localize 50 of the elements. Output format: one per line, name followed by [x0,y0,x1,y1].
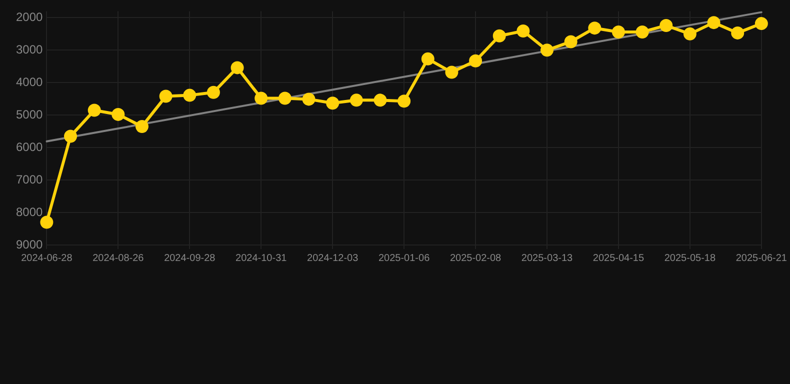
point [636,25,649,38]
x-tick-label: 2024-10-31 [236,252,288,264]
point [421,52,434,66]
point [88,104,101,117]
y-tick-label: 9000 [16,237,44,252]
y-tick-label: 5000 [16,107,44,122]
point [398,94,411,108]
x-tick-label: 2025-03-13 [521,252,574,264]
point [564,35,578,48]
point [326,96,340,110]
point [40,216,54,229]
point [64,130,78,143]
point [492,29,506,42]
point [230,61,244,74]
x-tick-label: 2025-05-18 [664,252,716,264]
point [612,25,625,38]
point [707,16,720,30]
point [683,27,696,40]
point [254,92,268,105]
y-tick-label: 7000 [16,172,44,186]
x-tick-label: 2025-02-08 [450,252,502,264]
point [302,92,316,106]
x-tick-label: 2024-12-03 [307,252,359,264]
point [350,94,363,107]
point [469,54,482,68]
point [278,92,292,105]
y-tick-label: 8000 [16,204,44,219]
point [660,18,673,32]
point [516,24,530,38]
point [588,22,602,35]
point [754,17,768,30]
x-tick-label: 2025-04-15 [592,252,644,264]
y-tick-label: 4000 [16,74,44,89]
point [540,44,554,57]
point [183,88,196,102]
point [206,86,220,99]
point [135,120,148,133]
x-tick-label: 2025-06-21 [736,252,788,264]
point [112,108,125,121]
x-tick-label: 2024-06-28 [21,252,73,264]
point [731,26,744,40]
y-tick-label: 3000 [16,42,44,56]
point [159,90,172,103]
point [445,66,458,79]
x-tick-label: 2025-01-06 [378,252,430,264]
point [374,94,387,107]
y-tick-label: 2000 [16,10,44,24]
y-tick-label: 6000 [16,140,44,154]
x-tick-label: 2024-08-26 [92,252,144,264]
x-tick-label: 2024-09-28 [164,252,216,264]
